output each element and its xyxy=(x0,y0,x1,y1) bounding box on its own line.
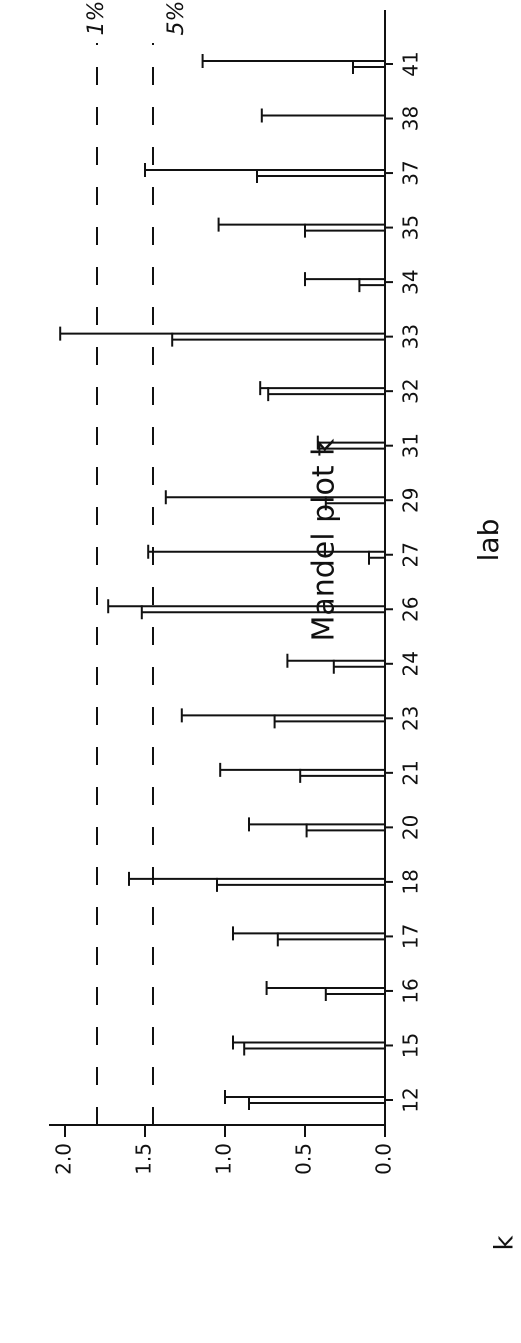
chart-title: Mandel plot k xyxy=(307,438,342,642)
x-tick-label: 24 xyxy=(399,651,423,676)
k-bar xyxy=(248,1096,385,1110)
k-bar xyxy=(243,1041,385,1056)
rotated-plot: Mandel plot k lab k 0.0 0.5 1.0 1.5 2.0 12 15 1… xyxy=(49,1,520,1251)
x-tick-label: 33 xyxy=(399,324,423,349)
k-bar xyxy=(358,278,385,293)
k-bar xyxy=(248,817,385,832)
x-tick-label: 16 xyxy=(399,978,423,1003)
k-bar xyxy=(216,877,385,892)
x-tick-label: 23 xyxy=(399,706,423,731)
k-bar xyxy=(332,659,385,674)
k-bar xyxy=(318,441,385,456)
k-bar xyxy=(273,714,385,729)
k-bar xyxy=(217,217,385,232)
k-bar xyxy=(304,223,385,238)
k-bar xyxy=(107,599,385,614)
k-bar xyxy=(304,272,385,287)
k-bar xyxy=(324,496,385,511)
x-tick-label: 35 xyxy=(399,215,423,240)
k-bar xyxy=(59,326,385,341)
x-tick-label: 38 xyxy=(399,106,423,131)
k-bar xyxy=(219,762,385,777)
y-tick-label: 2.0 xyxy=(52,1143,76,1175)
k-bar xyxy=(171,332,385,347)
k-bar xyxy=(316,435,385,450)
k-bar xyxy=(224,1090,385,1104)
x-tick-label: 34 xyxy=(399,269,423,294)
k-bar xyxy=(305,823,385,838)
x-tick-label: 32 xyxy=(399,378,423,403)
x-tick-label: 37 xyxy=(399,160,423,185)
x-axis-label: lab xyxy=(472,519,505,562)
y-tick-label: 0.5 xyxy=(292,1143,316,1175)
k-bar xyxy=(147,544,385,559)
k-bar xyxy=(276,932,385,947)
x-tick-label: 31 xyxy=(399,433,423,458)
k-bar xyxy=(260,108,385,123)
k-bar xyxy=(201,54,385,68)
x-tick-label: 27 xyxy=(399,542,423,567)
k-bar xyxy=(267,387,385,402)
reference-label: 1% xyxy=(84,1,109,36)
k-bar xyxy=(164,490,385,505)
k-bar xyxy=(286,653,385,668)
x-tick-label: 21 xyxy=(399,760,423,785)
k-bar xyxy=(352,60,385,74)
x-tick-label: 29 xyxy=(399,487,423,512)
x-tick-label: 26 xyxy=(399,597,423,622)
k-bar xyxy=(144,163,385,178)
y-axis-label: k xyxy=(490,1235,520,1250)
k-bar xyxy=(140,605,385,620)
x-tick-label: 15 xyxy=(399,1033,423,1058)
k-bar xyxy=(259,381,385,396)
k-bar xyxy=(299,768,385,783)
k-bar xyxy=(368,550,385,565)
x-tick-label: 18 xyxy=(399,869,423,894)
k-bar xyxy=(232,1035,385,1050)
k-bar xyxy=(256,169,385,184)
k-bar xyxy=(128,871,385,886)
y-tick-label: 0.0 xyxy=(372,1143,396,1175)
reference-label: 5% xyxy=(164,1,189,36)
x-tick-label: 20 xyxy=(399,815,423,840)
x-tick-label: 41 xyxy=(399,51,423,76)
y-tick-label: 1.5 xyxy=(132,1143,156,1175)
k-bar xyxy=(180,708,385,723)
x-tick-label: 12 xyxy=(399,1087,423,1112)
k-bar xyxy=(232,926,385,941)
x-tick-label: 17 xyxy=(399,924,423,949)
k-bar xyxy=(324,986,385,1001)
y-tick-label: 1.0 xyxy=(212,1143,236,1175)
